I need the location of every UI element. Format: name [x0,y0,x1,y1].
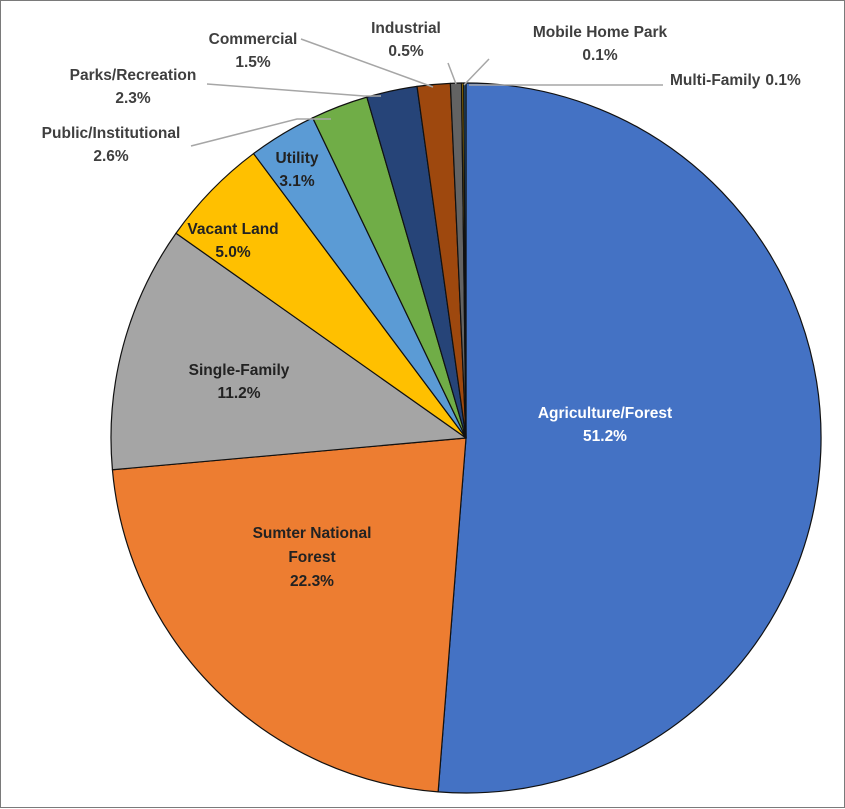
pie-slice-single-family [110,232,467,471]
data-label-name-industrial: Industrial [371,20,441,37]
data-label-name-vacant-land: Vacant Land [187,221,278,238]
leader-lines [190,38,663,147]
pie-slices [110,82,822,794]
data-label-name-parks-recreation: Parks/Recreation [70,67,197,84]
data-label-value-vacant-land: 5.0% [215,244,251,261]
data-label-name-sumter-national-forest-line2: Forest [288,549,335,566]
leader-line-parks-recreation [206,83,381,97]
data-label-name-mobile-home-park: Mobile Home Park [533,24,668,41]
data-label-value-sumter-national-forest: 22.3% [290,573,334,590]
leader-line-public-institutional [190,118,331,147]
data-label-name-single-family: Single-Family [189,362,290,379]
data-label-name-commercial: Commercial [209,31,298,48]
data-label-value-single-family: 11.2% [217,385,260,402]
data-label-name-agriculture-forest: Agriculture/Forest [538,405,672,422]
leader-line-commercial [300,38,434,88]
leader-line-industrial [447,62,457,85]
data-label-value-utility: 3.1% [279,173,315,190]
data-label-name-multi-family: Multi-Family [670,72,761,89]
data-label-value-public-institutional: 2.6% [93,148,129,165]
data-label-name-utility: Utility [275,150,318,167]
data-label-name-sumter-national-forest: Sumter National [253,525,372,542]
data-label-value-commercial: 1.5% [235,54,271,71]
data-label-name-public-institutional: Public/Institutional [42,125,181,142]
leader-line-mobile-home-park [463,58,490,86]
data-label-value-parks-recreation: 2.3% [115,90,151,107]
data-labels: Agriculture/Forest 51.2% Sumter National Fo… [42,20,801,590]
pie-slice-sumter-national-forest [111,437,467,793]
data-label-value-mobile-home-park: 0.1% [582,47,618,64]
data-label-value-industrial: 0.5% [388,43,424,60]
data-label-value-agriculture-forest: 51.2% [583,428,627,445]
data-label-value-multi-family: 0.1% [765,72,801,89]
pie-slice-agriculture-forest [437,82,822,794]
